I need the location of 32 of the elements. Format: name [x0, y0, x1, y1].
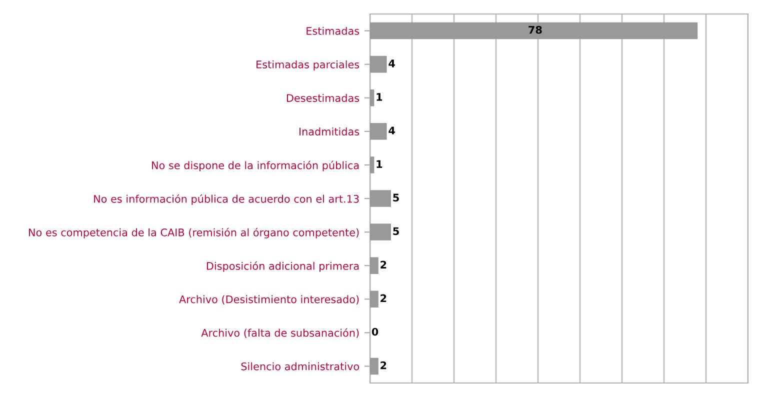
data-label: 2	[380, 260, 386, 268]
y-tick-label: Estimadas parciales	[256, 60, 360, 70]
y-tick-label: Estimadas	[306, 26, 360, 35]
y-tick-label: Archivo (Desistimiento interesado)	[179, 295, 359, 304]
y-tick-label: No se dispone de la información pública	[152, 160, 359, 172]
data-label: 4	[388, 126, 395, 134]
data-label: 4	[388, 60, 395, 68]
data-label: 1	[376, 93, 382, 101]
y-tick-label: Disposición adicional primera	[206, 261, 359, 272]
data-label: 5	[393, 194, 399, 202]
data-label: 5	[393, 227, 399, 236]
bar	[370, 190, 391, 207]
y-tick-label: Desestimadas	[286, 94, 360, 102]
y-tick-label: Inadmitidas	[299, 127, 360, 136]
data-label: 2	[380, 361, 386, 370]
bar	[370, 156, 374, 174]
bar	[370, 257, 378, 274]
bar	[370, 22, 698, 40]
data-label: 0	[372, 328, 378, 336]
y-tick-label: No es información pública de acuerdo con el art.13	[94, 194, 359, 205]
bar	[370, 224, 391, 240]
data-label: 78	[528, 26, 542, 34]
bar	[370, 358, 378, 375]
bar	[370, 123, 387, 140]
data-label: 2	[380, 294, 386, 302]
y-tick-label: Archivo (falta de subsanación)	[201, 328, 359, 338]
bar	[370, 89, 374, 106]
bar	[370, 290, 378, 308]
data-label: 1	[376, 160, 382, 168]
y-tick-label: Silencio administrativo	[241, 362, 360, 370]
bar	[370, 56, 387, 73]
y-tick-label: No es competencia de la CAIB (remisión al órgano competente)	[29, 228, 359, 238]
